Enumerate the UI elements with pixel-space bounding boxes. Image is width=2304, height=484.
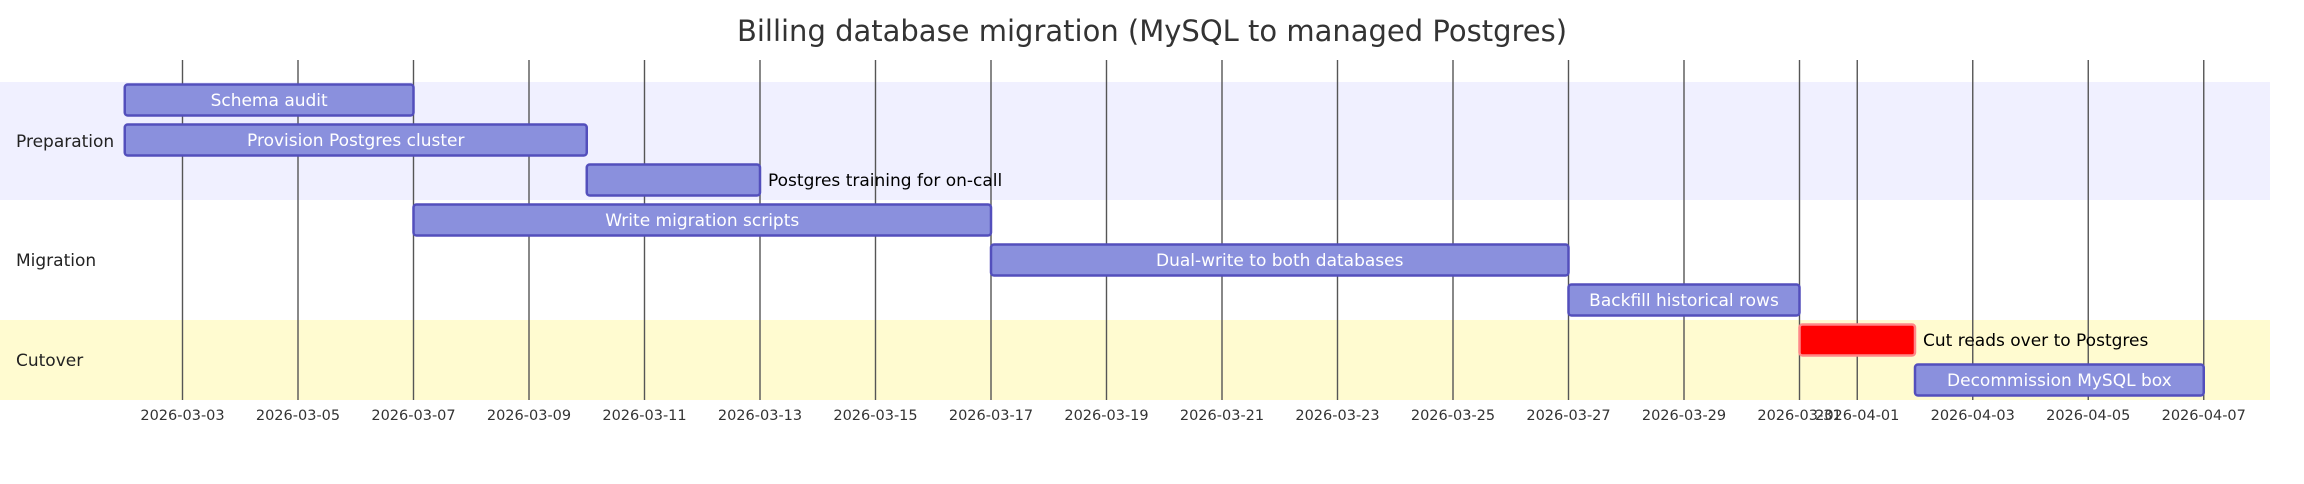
- x-tick-label: 2026-03-29: [1642, 408, 1726, 424]
- x-tick-label: 2026-03-21: [1180, 408, 1264, 424]
- task-bar: [1567, 283, 1801, 317]
- x-tick-label: 2026-03-09: [487, 408, 571, 424]
- task-label: Schema audit: [211, 91, 328, 111]
- task-bar: [1798, 323, 1917, 357]
- task-label: Dual-write to both databases: [1156, 251, 1404, 271]
- chart-title: Billing database migration (MySQL to man…: [737, 14, 1567, 48]
- x-tick-label: 2026-03-31: [1757, 408, 1841, 424]
- x-tick-label: 2026-03-11: [602, 408, 686, 424]
- task-bar: [989, 243, 1570, 277]
- x-tick-label: 2026-03-17: [949, 408, 1033, 424]
- task-label: Cut reads over to Postgres: [1923, 331, 2148, 351]
- x-tick-label: 2026-03-27: [1526, 408, 1610, 424]
- x-tick-label: 2026-03-07: [371, 408, 455, 424]
- x-tick-label: 2026-03-19: [1064, 408, 1148, 424]
- x-tick-label: 2026-03-15: [833, 408, 917, 424]
- section-label: Migration: [16, 251, 96, 271]
- x-tick-label: 2026-03-05: [256, 408, 340, 424]
- x-axis-ticks: 2026-03-03 2026-03-05 2026-03-07 2026-03-09…: [140, 408, 2246, 424]
- task-label: Decommission MySQL box: [1947, 371, 2172, 391]
- x-tick-label: 2026-04-03: [1931, 408, 2015, 424]
- task-bar: [585, 163, 762, 197]
- task-bar: [1913, 363, 2205, 397]
- task-label: Postgres training for on-call: [768, 171, 1002, 191]
- x-tick-label: 2026-03-13: [718, 408, 802, 424]
- task-bar: [412, 203, 993, 237]
- task-bar: [123, 123, 588, 157]
- task-label: Provision Postgres cluster: [247, 131, 464, 151]
- task-bars: Schema audit Provision Postgres cluster Po…: [123, 83, 2205, 397]
- section-label: Preparation: [16, 132, 114, 152]
- task-label: Backfill historical rows: [1589, 291, 1779, 311]
- section-label: Cutover: [16, 351, 83, 371]
- x-tick-label: 2026-03-23: [1295, 408, 1379, 424]
- x-tick-label: 2026-04-01: [1815, 408, 1899, 424]
- x-tick-label: 2026-04-05: [2046, 408, 2130, 424]
- x-tick-label: 2026-03-03: [140, 408, 224, 424]
- task-bar: [123, 83, 415, 117]
- x-tick-label: 2026-03-25: [1411, 408, 1495, 424]
- task-label: Write migration scripts: [605, 211, 799, 231]
- x-tick-label: 2026-04-07: [2162, 408, 2246, 424]
